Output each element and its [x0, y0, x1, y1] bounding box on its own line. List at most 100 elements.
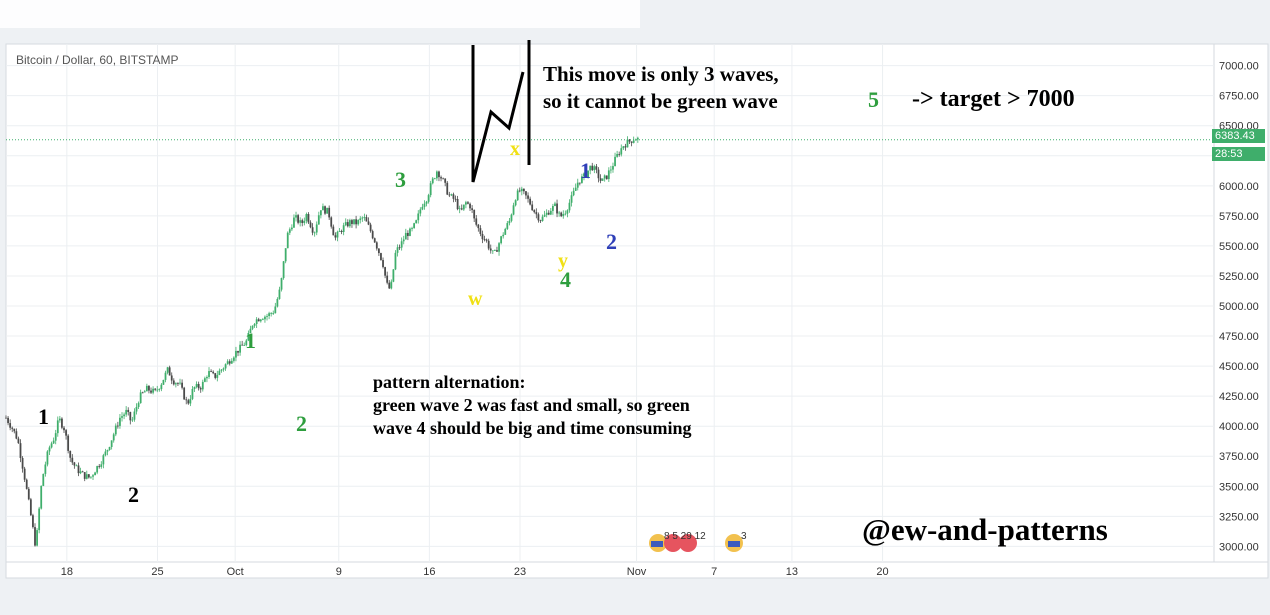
candle — [125, 406, 128, 417]
candle — [40, 485, 43, 510]
candle — [278, 286, 281, 300]
candle — [102, 453, 105, 469]
candle — [342, 222, 345, 236]
candle — [87, 474, 90, 479]
candle — [152, 386, 154, 395]
candle — [390, 279, 393, 290]
candle — [106, 449, 109, 456]
candle — [324, 205, 326, 215]
candle — [496, 246, 498, 252]
candle — [154, 388, 157, 392]
wave-label-blue-1: 1 — [580, 158, 591, 183]
candle — [462, 204, 465, 211]
candle — [96, 465, 99, 475]
candle — [460, 204, 463, 211]
candle — [597, 167, 600, 183]
candle — [214, 372, 217, 380]
candle — [293, 214, 295, 228]
candle — [197, 381, 200, 391]
candle — [251, 325, 254, 331]
candle — [112, 432, 115, 443]
candle — [98, 464, 101, 469]
candle — [359, 216, 362, 224]
candle — [36, 528, 38, 547]
candle — [520, 186, 523, 196]
candle — [108, 446, 111, 451]
candle — [373, 237, 376, 243]
candle — [483, 235, 486, 242]
symbol-header: Bitcoin / Dollar, 60, BITSTAMP — [16, 53, 179, 67]
candle — [210, 369, 212, 373]
candle — [375, 241, 378, 251]
candle — [270, 312, 273, 317]
y-tick-label: 5000.00 — [1219, 301, 1259, 313]
candle — [386, 271, 389, 285]
candle — [392, 269, 395, 283]
candle — [351, 218, 353, 228]
candle — [235, 346, 237, 362]
candle — [150, 387, 152, 394]
y-tick-label: 5500.00 — [1219, 241, 1259, 253]
x-tick-label: 9 — [336, 566, 342, 578]
candle — [485, 238, 488, 243]
event-badge-group-label: 8 5 29 12 — [664, 531, 706, 542]
event-badges[interactable] — [649, 534, 743, 552]
candle — [429, 180, 432, 198]
candle — [243, 342, 246, 346]
candle — [172, 378, 175, 386]
x-tick-label: 16 — [423, 566, 435, 578]
candle — [518, 187, 521, 193]
candle — [634, 138, 637, 141]
candle — [504, 227, 507, 236]
candle — [135, 403, 138, 415]
candle — [591, 162, 594, 171]
candle — [502, 232, 505, 239]
candle — [570, 191, 573, 207]
candle — [456, 195, 459, 211]
candle — [34, 523, 36, 547]
candle — [92, 473, 94, 481]
candle — [46, 450, 49, 467]
candle — [288, 227, 291, 236]
candle — [473, 209, 476, 223]
candle — [83, 472, 86, 482]
candle — [137, 401, 140, 409]
candle — [435, 170, 438, 181]
candle — [599, 174, 602, 184]
candle — [52, 437, 55, 444]
candle — [543, 210, 546, 218]
candle — [160, 383, 163, 392]
candle — [537, 212, 540, 223]
candle — [7, 415, 9, 426]
candle — [218, 368, 221, 376]
candle — [284, 248, 287, 264]
y-tick-label: 5750.00 — [1219, 211, 1259, 223]
y-tick-label: 4500.00 — [1219, 361, 1259, 373]
candle — [307, 212, 310, 225]
candle — [409, 227, 411, 237]
candle — [612, 162, 614, 173]
candle — [32, 513, 34, 529]
x-tick-label: 23 — [514, 566, 526, 578]
candle — [610, 165, 612, 174]
candle — [313, 231, 316, 237]
candle — [131, 416, 134, 422]
candle — [85, 470, 88, 480]
candle — [5, 415, 7, 419]
candle — [377, 248, 380, 256]
wave-label-black-2: 2 — [128, 482, 139, 507]
candle — [319, 210, 322, 219]
candle — [506, 221, 509, 230]
candle — [145, 383, 148, 392]
candle — [330, 216, 333, 229]
candle — [58, 415, 61, 423]
candle — [301, 218, 304, 227]
candle — [247, 330, 250, 342]
y-tick-label: 5250.00 — [1219, 271, 1259, 283]
candle — [23, 466, 26, 482]
candle — [427, 193, 430, 204]
candle — [382, 257, 384, 269]
candle — [458, 205, 461, 214]
candle — [425, 200, 428, 207]
candle — [276, 297, 279, 308]
